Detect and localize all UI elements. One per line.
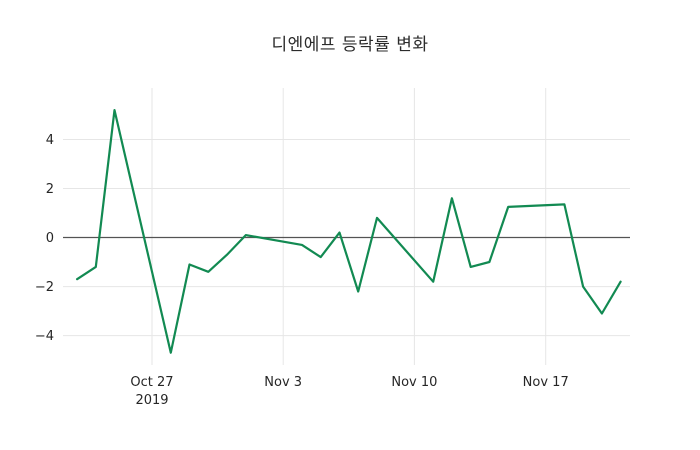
y-tick-label: 2 — [46, 182, 54, 197]
x-tick-label: Oct 27 — [130, 375, 173, 390]
y-tick-label: 4 — [46, 133, 54, 148]
x-tick-year-label: 2019 — [135, 393, 168, 408]
y-tick-label: −4 — [35, 329, 54, 344]
y-tick-label: −2 — [35, 280, 54, 295]
series-line — [75, 108, 622, 354]
chart-title: 디엔에프 등락률 변화 — [271, 35, 429, 55]
x-tick-label: Nov 17 — [523, 375, 569, 390]
x-tick-label: Nov 10 — [391, 375, 437, 390]
y-tick-label: 0 — [46, 231, 54, 246]
x-tick-label: Nov 3 — [264, 375, 302, 390]
